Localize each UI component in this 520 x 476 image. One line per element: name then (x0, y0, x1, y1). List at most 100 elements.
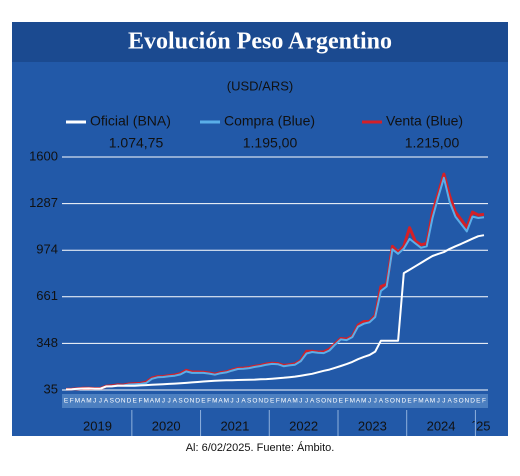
legend-value: 1.195,00 (243, 135, 298, 151)
month-band (62, 394, 488, 408)
x-tick-label: J (162, 398, 165, 405)
x-tick-label: S (247, 398, 252, 405)
year-label: 2024 (427, 418, 456, 433)
y-tick-label: 348 (36, 335, 58, 350)
x-tick-label: J (93, 398, 96, 405)
x-tick-label: O (459, 398, 464, 405)
x-tick-label: A (447, 398, 452, 405)
x-tick-label: M (86, 398, 91, 405)
year-label: 2019 (83, 418, 112, 433)
x-tick-label: S (453, 398, 458, 405)
x-tick-label: J (236, 398, 239, 405)
x-tick-label: F (207, 398, 211, 405)
x-tick-label: N (327, 398, 332, 405)
title-bar (12, 22, 508, 62)
year-label: 2022 (289, 418, 318, 433)
x-tick-label: M (212, 398, 217, 405)
x-tick-label: M (361, 398, 366, 405)
x-tick-label: E (64, 398, 69, 405)
x-tick-label: A (104, 398, 109, 405)
x-tick-label: F (138, 398, 142, 405)
legend-label: Oficial (BNA) (90, 113, 171, 129)
x-tick-label: J (305, 398, 308, 405)
x-tick-label: N (190, 398, 195, 405)
x-tick-label: J (442, 398, 445, 405)
x-tick-label: A (287, 398, 292, 405)
x-tick-label: J (167, 398, 170, 405)
x-tick-label: A (379, 398, 384, 405)
x-tick-label: M (418, 398, 423, 405)
x-tick-label: A (150, 398, 155, 405)
year-label: 2021 (220, 418, 249, 433)
x-tick-label: S (110, 398, 115, 405)
x-tick-label: A (241, 398, 246, 405)
series-line (65, 176, 485, 391)
x-tick-label: E (407, 398, 412, 405)
legend-value: 1.074,75 (109, 135, 164, 151)
legend-label: Compra (Blue) (224, 113, 315, 129)
x-tick-label: E (133, 398, 138, 405)
x-tick-label: J (230, 398, 233, 405)
x-tick-label: D (127, 398, 132, 405)
x-tick-label: D (470, 398, 475, 405)
x-tick-label: J (299, 398, 302, 405)
x-tick-label: M (224, 398, 229, 405)
x-tick-label: E (476, 398, 481, 405)
legend-value: 1.215,00 (405, 135, 460, 151)
x-tick-label: A (218, 398, 223, 405)
year-label: 2023 (358, 418, 387, 433)
x-tick-label: F (482, 398, 486, 405)
x-tick-label: M (430, 398, 435, 405)
y-tick-label: 35 (44, 381, 58, 396)
x-tick-label: A (173, 398, 178, 405)
x-tick-label: N (464, 398, 469, 405)
x-tick-label: A (425, 398, 430, 405)
x-tick-label: A (310, 398, 315, 405)
x-tick-label: M (350, 398, 355, 405)
x-tick-label: O (115, 398, 120, 405)
x-tick-label: F (345, 398, 349, 405)
x-tick-label: S (384, 398, 389, 405)
x-tick-label: F (413, 398, 417, 405)
legend-label: Venta (Blue) (386, 113, 463, 129)
x-tick-label: N (121, 398, 126, 405)
x-tick-label: F (276, 398, 280, 405)
x-tick-label: J (374, 398, 377, 405)
x-tick-label: D (333, 398, 338, 405)
subtitle: (USD/ARS) (227, 78, 293, 93)
y-tick-label: 1287 (29, 195, 58, 210)
x-tick-label: E (339, 398, 344, 405)
x-tick-label: A (81, 398, 86, 405)
x-tick-label: O (321, 398, 326, 405)
x-tick-label: E (270, 398, 275, 405)
x-tick-label: M (155, 398, 160, 405)
x-tick-label: D (401, 398, 406, 405)
x-tick-label: D (264, 398, 269, 405)
x-tick-label: M (75, 398, 80, 405)
x-tick-label: F (70, 398, 74, 405)
y-tick-label: 1600 (29, 148, 58, 163)
x-tick-label: E (201, 398, 206, 405)
x-tick-label: M (292, 398, 297, 405)
x-tick-label: N (396, 398, 401, 405)
x-tick-label: A (356, 398, 361, 405)
x-tick-label: S (178, 398, 183, 405)
x-tick-label: S (316, 398, 321, 405)
y-tick-label: 974 (36, 242, 58, 257)
x-tick-label: O (184, 398, 189, 405)
year-label: ´25 (472, 418, 491, 433)
footnote: Al: 6/02/2025. Fuente: Ámbito. (186, 441, 335, 454)
year-label: 2020 (152, 418, 181, 433)
x-tick-label: N (258, 398, 263, 405)
x-tick-label: J (99, 398, 102, 405)
x-tick-label: O (252, 398, 257, 405)
x-tick-label: J (368, 398, 371, 405)
x-tick-label: M (281, 398, 286, 405)
x-tick-label: D (195, 398, 200, 405)
x-tick-label: M (143, 398, 148, 405)
x-tick-label: O (390, 398, 395, 405)
chart-title: Evolución Peso Argentino (128, 29, 392, 55)
y-tick-label: 661 (36, 288, 58, 303)
x-tick-label: J (437, 398, 440, 405)
